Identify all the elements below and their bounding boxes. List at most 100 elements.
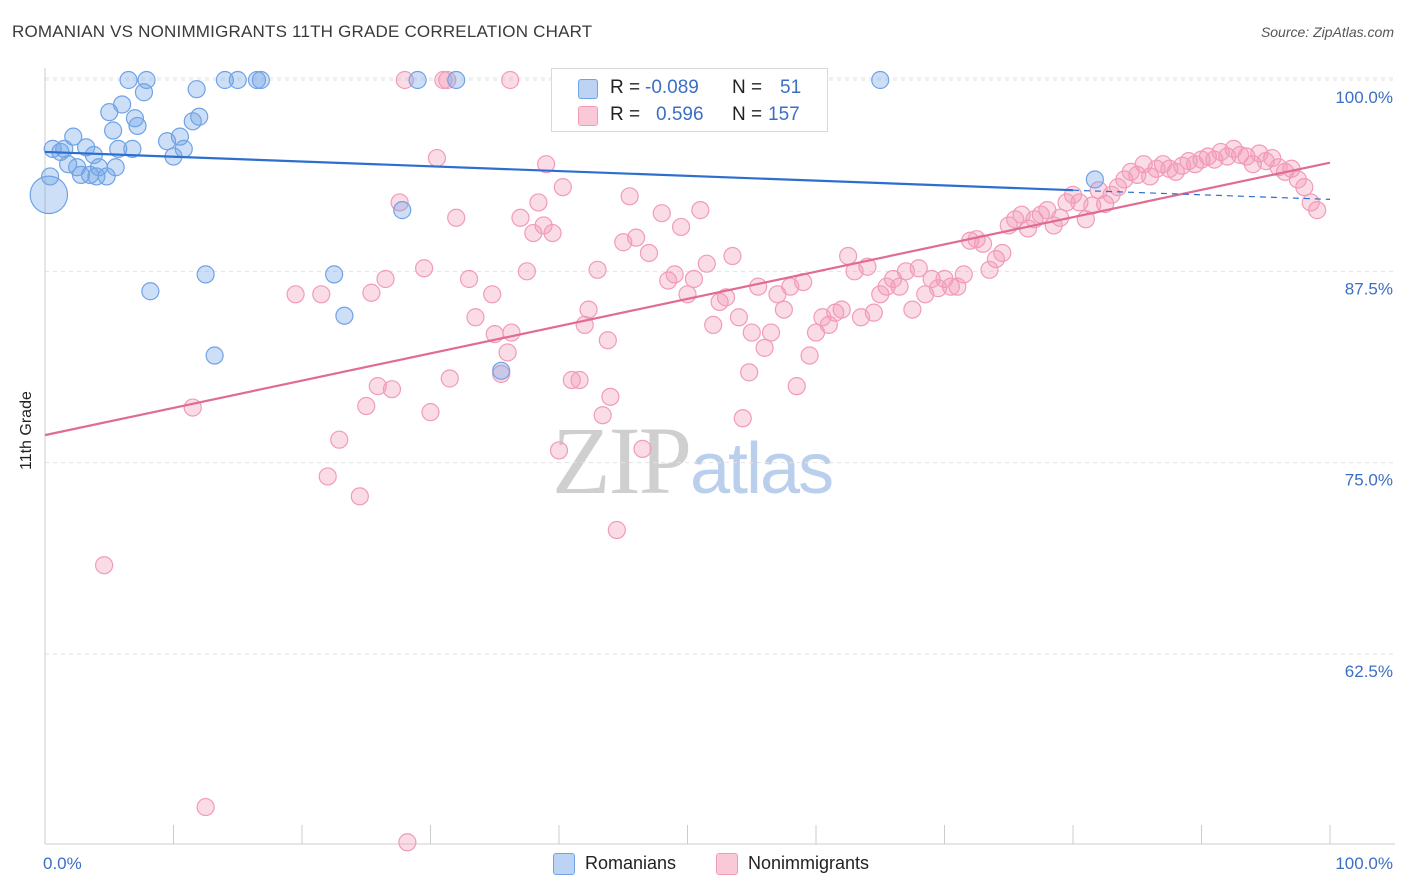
nonimmigrants-point — [562, 370, 581, 390]
romanians-point — [325, 265, 344, 284]
nonimmigrants-point — [368, 377, 387, 396]
bottom-legend-swatch-nonimmigrants — [716, 853, 738, 875]
romanians-trendline-extension — [1072, 189, 1331, 200]
nonimmigrants-point — [890, 277, 909, 296]
nonimmigrants-point — [652, 204, 671, 223]
nonimmigrants-point — [761, 323, 781, 342]
romanians-point — [119, 70, 138, 90]
romanians-point — [196, 265, 215, 284]
romanians-point — [77, 138, 96, 157]
nonimmigrants-point — [593, 406, 612, 425]
watermark-zip: ZIP — [552, 407, 692, 514]
nonimmigrants-point — [839, 246, 858, 266]
romanians-point — [247, 70, 267, 90]
nonimmigrants-point — [524, 223, 543, 243]
romanians-point — [112, 95, 132, 114]
watermark: ZIPatlas — [552, 405, 834, 516]
nonimmigrants-point — [537, 155, 556, 174]
legend-r-value: -0.089 — [645, 77, 699, 98]
nonimmigrants-point — [620, 187, 639, 206]
nonimmigrants-point — [922, 269, 941, 289]
y-tick-label: 87.5% — [1345, 279, 1393, 298]
nonimmigrants-point — [286, 285, 305, 304]
legend-r-label: R = — [610, 104, 641, 125]
romanians-point — [41, 167, 60, 186]
nonimmigrants-point — [483, 285, 502, 304]
romanians-trendline — [44, 150, 1074, 192]
romanians-point — [251, 70, 270, 90]
romanians-point — [393, 201, 412, 220]
nonimmigrants-point — [447, 208, 466, 227]
nonimmigrants-point — [598, 331, 617, 350]
nonimmigrants-point — [716, 288, 736, 307]
nonimmigrants-point — [357, 396, 376, 416]
romanians-point — [141, 282, 160, 301]
nonimmigrants-point — [909, 259, 928, 278]
nonimmigrants-point — [466, 308, 485, 327]
y-tick-label: 62.5% — [1345, 662, 1393, 681]
nonimmigrants-point — [601, 387, 620, 406]
romanians-point — [137, 70, 156, 90]
nonimmigrants-point — [196, 797, 215, 817]
romanians-point — [871, 70, 890, 90]
nonimmigrants-point — [543, 223, 562, 243]
bottom-legend-label-romanians: Romanians — [585, 853, 677, 873]
romanians-point — [104, 121, 123, 140]
legend-swatch-romanians — [578, 79, 598, 99]
y-axis-title: 11th Grade — [18, 391, 35, 470]
stats-legend: R = -0.089 N = 51 R = 0.596 N = 157 — [551, 68, 828, 132]
nonimmigrants-point — [787, 377, 806, 396]
nonimmigrants-point — [549, 441, 569, 460]
nonimmigrants-point — [350, 487, 369, 506]
nonimmigrants-point — [742, 323, 761, 342]
nonimmigrants-point — [517, 262, 536, 281]
romanians-point — [228, 70, 247, 90]
nonimmigrants-point — [362, 283, 381, 302]
nonimmigrants-point — [501, 70, 520, 90]
romanians-point — [205, 346, 224, 365]
nonimmigrants-point — [1263, 148, 1282, 168]
romanians-point — [187, 80, 206, 99]
nonimmigrants-point — [954, 265, 973, 284]
nonimmigrants-point — [729, 308, 749, 327]
nonimmigrants-point — [553, 178, 572, 197]
romanians-point — [408, 70, 427, 90]
nonimmigrants-point — [459, 269, 479, 289]
nonimmigrants-point — [639, 243, 659, 263]
nonimmigrants-point — [588, 260, 607, 279]
romanians-point — [123, 139, 142, 158]
nonimmigrants-point — [440, 369, 459, 388]
nonimmigrants-point — [774, 300, 793, 319]
nonimmigrants-point — [318, 467, 337, 486]
nonimmigrants-point — [800, 346, 819, 365]
legend-row-nonimmigrants: R = 0.596 N = 157 — [552, 102, 827, 128]
romanians-point — [492, 361, 511, 380]
nonimmigrants-point — [740, 363, 759, 382]
nonimmigrants-point — [1147, 159, 1166, 178]
romanians-point — [215, 70, 234, 90]
bottom-legend-swatch-romanians — [553, 853, 575, 875]
romanians-point — [183, 112, 202, 131]
nonimmigrants-trendline — [44, 161, 1331, 437]
y-tick-label: 100.0% — [1335, 88, 1393, 107]
chart-source: Source: ZipAtlas.com — [1260, 24, 1394, 40]
romanians-point — [1085, 170, 1104, 189]
nonimmigrants-point — [1096, 194, 1115, 214]
romanians-point — [190, 107, 209, 126]
nonimmigrants-point — [993, 243, 1012, 263]
nonimmigrants-point — [684, 269, 704, 289]
legend-row-romanians: R = -0.089 N = 51 — [552, 75, 827, 101]
nonimmigrants-point — [398, 833, 417, 852]
legend-n-value: 157 — [768, 104, 800, 125]
nonimmigrants-point — [498, 343, 517, 362]
nonimmigrants-point — [382, 380, 402, 399]
nonimmigrants-point — [312, 285, 331, 304]
nonimmigrants-point — [749, 277, 768, 296]
nonimmigrants-point — [980, 260, 999, 279]
romanians-point — [109, 139, 128, 158]
nonimmigrants-point — [607, 520, 626, 540]
nonimmigrants-point — [704, 315, 723, 335]
romanians-point — [174, 139, 193, 158]
y-tick-label: 75.0% — [1345, 471, 1393, 490]
